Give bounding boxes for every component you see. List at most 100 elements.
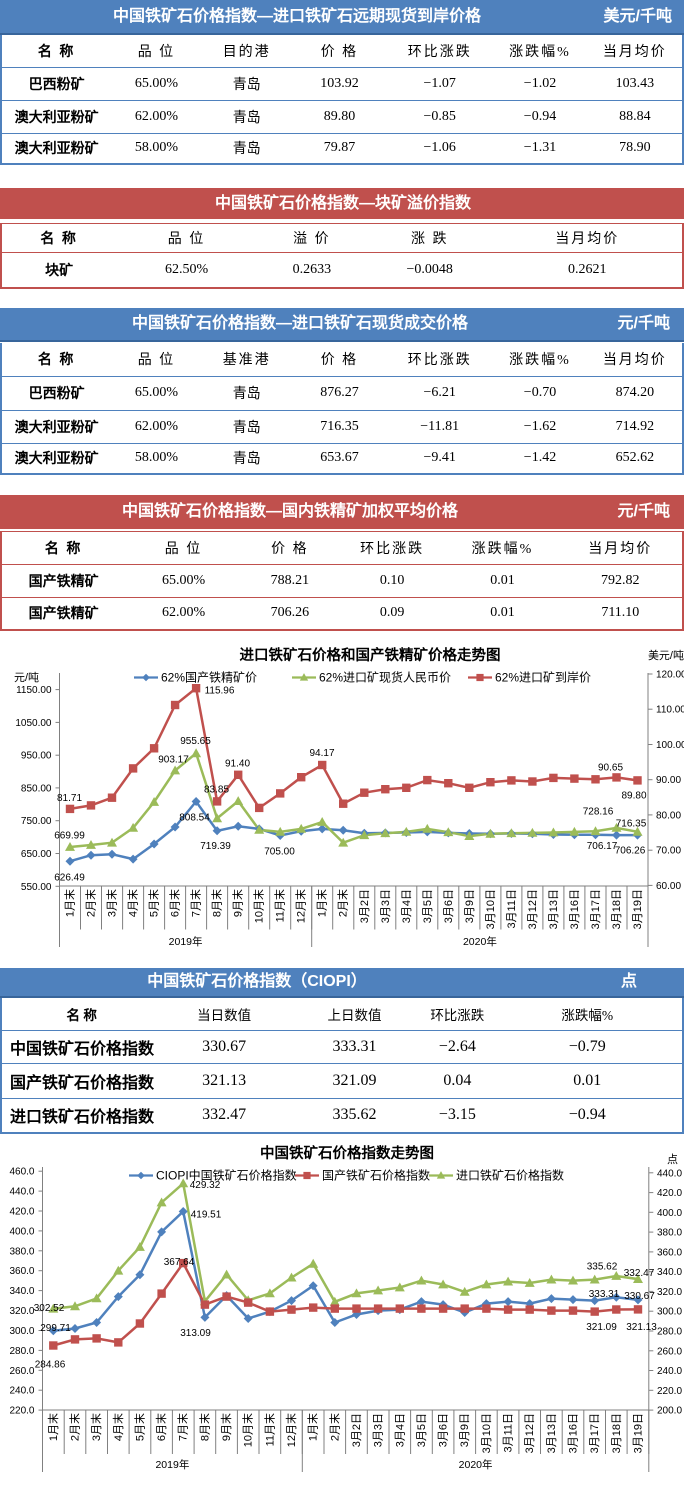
svg-text:1150.00: 1150.00 xyxy=(16,685,52,696)
svg-text:6月末: 6月末 xyxy=(154,1413,168,1441)
svg-text:3月3日: 3月3日 xyxy=(380,889,392,923)
svg-text:3月12日: 3月12日 xyxy=(527,889,539,929)
svg-text:进口铁矿石价格指数: 进口铁矿石价格指数 xyxy=(456,1168,564,1183)
svg-text:3月19日: 3月19日 xyxy=(633,1413,645,1453)
svg-text:3月末: 3月末 xyxy=(105,889,119,917)
svg-text:10月末: 10月末 xyxy=(252,889,266,923)
svg-text:3月18日: 3月18日 xyxy=(611,889,623,929)
svg-text:550.00: 550.00 xyxy=(21,882,52,893)
svg-text:62%进口矿到岸价: 62%进口矿到岸价 xyxy=(495,671,591,685)
svg-text:719.39: 719.39 xyxy=(200,841,231,852)
svg-text:3月6日: 3月6日 xyxy=(443,889,455,923)
svg-text:3月11日: 3月11日 xyxy=(503,1413,515,1453)
svg-text:12月末: 12月末 xyxy=(284,1413,298,1447)
svg-text:321.09: 321.09 xyxy=(586,1322,617,1333)
svg-text:60.00: 60.00 xyxy=(656,881,681,892)
svg-text:850.00: 850.00 xyxy=(21,783,52,794)
svg-text:299.71: 299.71 xyxy=(40,1323,71,1334)
svg-text:1月末: 1月末 xyxy=(315,889,329,917)
svg-text:7月末: 7月末 xyxy=(189,889,203,917)
svg-text:2019年: 2019年 xyxy=(169,935,203,948)
svg-text:3月11日: 3月11日 xyxy=(506,889,518,929)
svg-text:260.0: 260.0 xyxy=(9,1366,34,1377)
svg-text:300.0: 300.0 xyxy=(657,1307,682,1318)
svg-text:120.00: 120.00 xyxy=(656,670,684,681)
svg-text:1月末: 1月末 xyxy=(46,1413,60,1441)
svg-text:2月末: 2月末 xyxy=(327,1413,341,1441)
svg-text:669.99: 669.99 xyxy=(54,831,85,842)
svg-text:220.0: 220.0 xyxy=(9,1406,34,1417)
svg-text:8月末: 8月末 xyxy=(197,1413,211,1441)
svg-text:中国铁矿石价格指数走势图: 中国铁矿石价格指数走势图 xyxy=(260,1144,434,1162)
svg-text:280.0: 280.0 xyxy=(657,1327,682,1338)
svg-text:460.0: 460.0 xyxy=(9,1167,34,1178)
svg-text:706.26: 706.26 xyxy=(615,846,646,857)
svg-text:5月末: 5月末 xyxy=(147,889,161,917)
svg-text:429.32: 429.32 xyxy=(190,1180,221,1191)
svg-text:2月末: 2月末 xyxy=(336,889,350,917)
svg-text:380.0: 380.0 xyxy=(657,1228,682,1239)
svg-text:903.17: 903.17 xyxy=(158,755,189,766)
svg-text:240.0: 240.0 xyxy=(9,1386,34,1397)
svg-text:6月末: 6月末 xyxy=(168,889,182,917)
svg-text:12月末: 12月末 xyxy=(294,889,308,923)
svg-text:340.0: 340.0 xyxy=(657,1267,682,1278)
svg-text:3月6日: 3月6日 xyxy=(438,1413,450,1447)
svg-text:83.85: 83.85 xyxy=(204,785,229,796)
svg-text:332.47: 332.47 xyxy=(624,1268,655,1279)
svg-text:62%国产铁精矿价: 62%国产铁精矿价 xyxy=(161,671,257,685)
svg-text:点: 点 xyxy=(667,1153,678,1166)
svg-text:808.54: 808.54 xyxy=(179,813,210,824)
svg-text:3月3日: 3月3日 xyxy=(373,1413,385,1447)
svg-text:2020年: 2020年 xyxy=(459,1458,493,1471)
svg-text:3月9日: 3月9日 xyxy=(464,889,476,923)
svg-text:70.00: 70.00 xyxy=(656,846,681,857)
svg-text:440.0: 440.0 xyxy=(9,1187,34,1198)
svg-text:国产铁矿石价格指数: 国产铁矿石价格指数 xyxy=(322,1168,430,1183)
svg-text:90.00: 90.00 xyxy=(656,775,681,786)
svg-text:3月5日: 3月5日 xyxy=(422,889,434,923)
svg-text:1月末: 1月末 xyxy=(63,889,77,917)
svg-text:115.96: 115.96 xyxy=(205,686,235,697)
svg-text:3月17日: 3月17日 xyxy=(589,1413,601,1453)
svg-text:CIOPI中国铁矿石价格指数: CIOPI中国铁矿石价格指数 xyxy=(156,1168,297,1183)
svg-text:2020年: 2020年 xyxy=(463,935,497,948)
svg-text:626.49: 626.49 xyxy=(54,873,85,884)
svg-text:650.00: 650.00 xyxy=(21,849,52,860)
svg-text:280.0: 280.0 xyxy=(9,1346,34,1357)
svg-text:2月末: 2月末 xyxy=(68,1413,82,1441)
svg-text:955.65: 955.65 xyxy=(180,736,211,747)
svg-text:400.0: 400.0 xyxy=(657,1208,682,1219)
svg-text:300.0: 300.0 xyxy=(9,1326,34,1337)
svg-text:9月末: 9月末 xyxy=(219,1413,233,1441)
svg-text:3月16日: 3月16日 xyxy=(568,1413,580,1453)
svg-text:728.16: 728.16 xyxy=(583,807,614,818)
svg-text:335.62: 335.62 xyxy=(587,1262,618,1273)
svg-text:440.0: 440.0 xyxy=(657,1168,682,1179)
svg-text:110.00: 110.00 xyxy=(656,705,684,716)
svg-text:10月末: 10月末 xyxy=(241,1413,255,1447)
svg-text:2月末: 2月末 xyxy=(84,889,98,917)
svg-text:330.67: 330.67 xyxy=(624,1291,655,1302)
svg-text:3月18日: 3月18日 xyxy=(611,1413,623,1453)
svg-text:4月末: 4月末 xyxy=(126,889,140,917)
svg-text:3月9日: 3月9日 xyxy=(459,1413,471,1447)
svg-text:3月13日: 3月13日 xyxy=(548,889,560,929)
svg-text:3月5日: 3月5日 xyxy=(416,1413,428,1447)
svg-text:320.0: 320.0 xyxy=(9,1306,34,1317)
svg-text:220.0: 220.0 xyxy=(657,1386,682,1397)
svg-text:1050.00: 1050.00 xyxy=(15,718,52,729)
svg-text:950.00: 950.00 xyxy=(21,751,52,762)
svg-text:240.0: 240.0 xyxy=(657,1366,682,1377)
svg-text:11月末: 11月末 xyxy=(273,889,287,922)
svg-text:333.31: 333.31 xyxy=(589,1289,620,1300)
svg-text:5月末: 5月末 xyxy=(132,1413,146,1441)
svg-text:200.0: 200.0 xyxy=(657,1406,682,1417)
svg-text:81.71: 81.71 xyxy=(57,793,82,804)
svg-text:750.00: 750.00 xyxy=(21,816,52,827)
svg-text:400.0: 400.0 xyxy=(9,1226,34,1237)
svg-text:80.00: 80.00 xyxy=(656,810,681,821)
svg-text:3月2日: 3月2日 xyxy=(351,1413,363,1447)
svg-text:367.64: 367.64 xyxy=(164,1257,195,1268)
svg-text:320.0: 320.0 xyxy=(657,1287,682,1298)
